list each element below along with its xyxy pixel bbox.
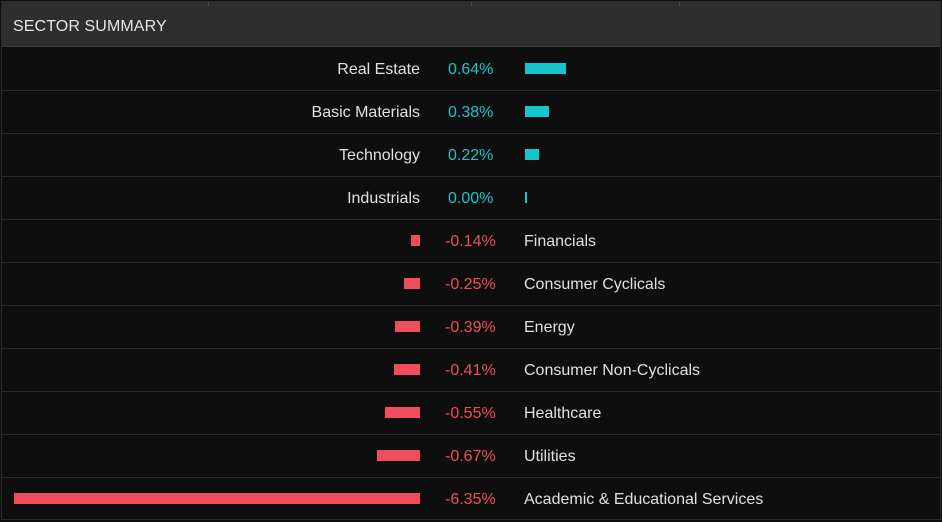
sector-name: Energy <box>524 319 575 336</box>
sector-change-bar <box>525 149 539 160</box>
sector-name: Industrials <box>347 190 420 207</box>
sector-change-label: -0.67% <box>445 448 496 465</box>
sector-change-label: -0.55% <box>445 405 496 422</box>
sector-row[interactable]: Utilities -0.67% <box>2 435 940 478</box>
sector-name: Consumer Cyclicals <box>524 276 666 293</box>
sector-name: Real Estate <box>337 61 420 78</box>
sector-change-bar <box>395 321 420 332</box>
sector-change-bar <box>404 278 420 289</box>
sector-change-bar <box>525 63 566 74</box>
sector-list: Real Estate 0.64% Basic Materials 0.38% Tech… <box>2 48 940 521</box>
sector-row[interactable]: Financials -0.14% <box>2 220 940 263</box>
sector-row[interactable]: Basic Materials 0.38% <box>2 91 940 134</box>
sector-row[interactable]: Real Estate 0.64% <box>2 48 940 91</box>
sector-row[interactable]: Academic & Educational Services -6.35% <box>2 478 940 521</box>
sector-change-bar <box>411 235 420 246</box>
sector-row[interactable]: Consumer Non-Cyclicals -0.41% <box>2 349 940 392</box>
sector-name: Academic & Educational Services <box>524 491 764 508</box>
header-divider <box>208 2 209 6</box>
sector-row[interactable]: Consumer Cyclicals -0.25% <box>2 263 940 306</box>
sector-name: Consumer Non-Cyclicals <box>524 362 701 379</box>
sector-change-bar <box>525 192 527 203</box>
sector-change-bar <box>394 364 420 375</box>
header-divider <box>471 2 472 6</box>
sector-row[interactable]: Technology 0.22% <box>2 134 940 177</box>
sector-change-label: 0.64% <box>448 61 494 78</box>
sector-change-label: 0.22% <box>448 147 494 164</box>
sector-change-label: -0.14% <box>445 233 496 250</box>
widget-header: SECTOR SUMMARY <box>2 2 940 47</box>
sector-change-bar <box>14 493 420 504</box>
sector-change-label: -0.25% <box>445 276 496 293</box>
sector-change-bar <box>377 450 420 461</box>
sector-row[interactable]: Healthcare -0.55% <box>2 392 940 435</box>
sector-change-bar <box>525 106 549 117</box>
page-title: SECTOR SUMMARY <box>13 18 167 35</box>
sector-change-bar <box>385 407 420 418</box>
sector-change-label: -0.39% <box>445 319 496 336</box>
sector-change-label: -0.41% <box>445 362 496 379</box>
sector-name: Utilities <box>524 448 576 465</box>
sector-change-label: -6.35% <box>445 491 496 508</box>
sector-change-label: 0.38% <box>448 104 494 121</box>
sector-change-label: 0.00% <box>448 190 494 207</box>
sector-name: Healthcare <box>524 405 602 422</box>
sector-name: Financials <box>524 233 597 250</box>
sector-row[interactable]: Energy -0.39% <box>2 306 940 349</box>
sector-name: Basic Materials <box>311 104 420 121</box>
sector-name: Technology <box>339 147 420 164</box>
header-divider <box>679 2 680 6</box>
sector-row[interactable]: Industrials 0.00% <box>2 177 940 220</box>
